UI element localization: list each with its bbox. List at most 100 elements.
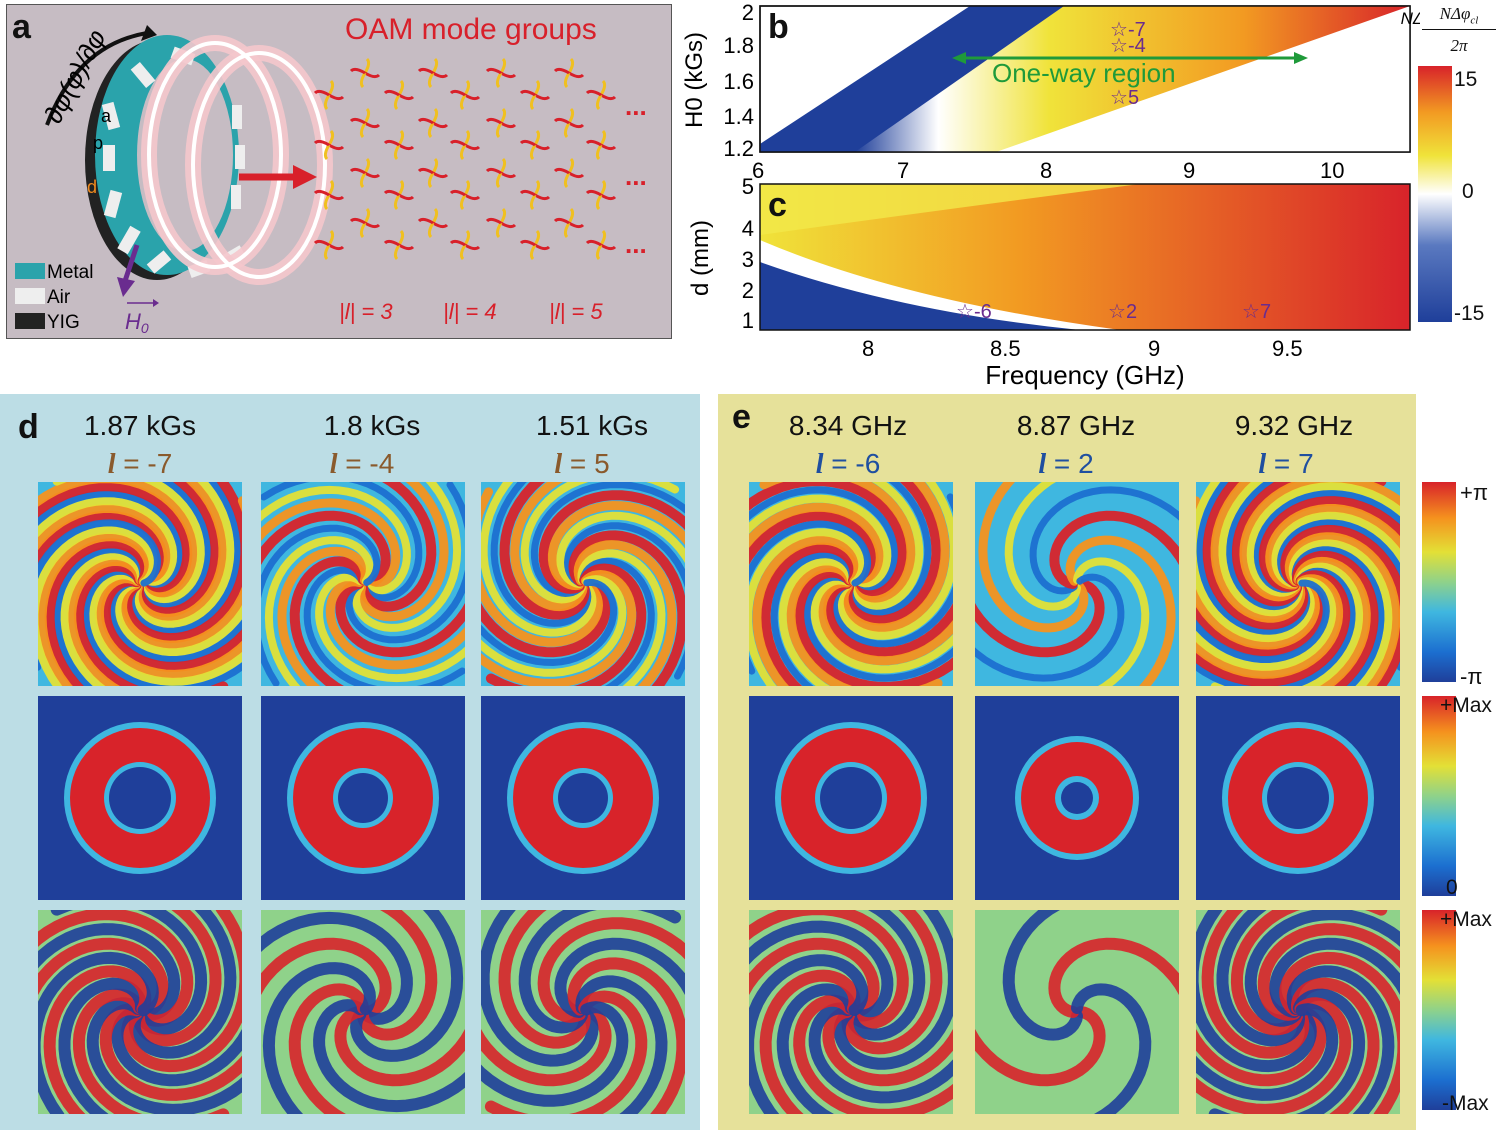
amplitude-map xyxy=(749,696,953,900)
pinwheel-icon xyxy=(383,79,415,111)
svg-text:8.5: 8.5 xyxy=(990,336,1021,361)
pinwheel-icon xyxy=(417,57,449,89)
legend-swatch-air xyxy=(15,288,45,304)
amplitude-map xyxy=(261,696,465,900)
pinwheel-icon xyxy=(449,229,481,261)
pinwheel-icon xyxy=(313,129,345,161)
svg-text:1.2: 1.2 xyxy=(723,136,754,161)
phase-map xyxy=(481,482,685,686)
ellipsis-row-2: ... xyxy=(625,161,647,191)
panel-d-label: d xyxy=(18,408,39,446)
panels-bc: One-way region ☆-7 ☆-4 ☆5 6 7 8 9 10 1.2… xyxy=(681,0,1420,390)
pinwheel-icon xyxy=(383,179,415,211)
schematic: ∂φ(φ)/∂φ a p d H0 Metal Air YIG OAM mode… xyxy=(15,13,647,336)
oam-title: OAM mode groups xyxy=(345,13,597,46)
cb-real-bot: -Max xyxy=(1442,1092,1489,1115)
pinwheel-icon xyxy=(313,229,345,261)
oam-mode-icons xyxy=(313,57,617,261)
cb-amp-top: +Max xyxy=(1440,694,1492,717)
panel-c-label: c xyxy=(768,186,787,224)
band-blue-c xyxy=(760,262,1080,330)
h0-arrow xyxy=(122,244,140,282)
pinwheel-icon xyxy=(485,207,517,239)
star-b-3: ☆5 xyxy=(1110,87,1139,109)
cb-bc-mid: 0 xyxy=(1462,180,1474,203)
real-map xyxy=(1196,910,1400,1114)
pinwheel-icon xyxy=(417,107,449,139)
band-blank xyxy=(996,6,1410,152)
pinwheel-icon xyxy=(553,157,585,189)
e-col1-l: l = -6 xyxy=(815,448,881,480)
colorbar-amplitude xyxy=(1422,696,1456,896)
dim-a: a xyxy=(101,106,112,126)
colorbar-title-num: NΔφcl xyxy=(1401,9,1420,31)
ellipsis-row-3: ... xyxy=(625,229,647,259)
svg-text:9.5: 9.5 xyxy=(1272,336,1303,361)
pinwheel-icon xyxy=(349,107,381,139)
svg-text:1.6: 1.6 xyxy=(723,69,754,94)
pinwheel-icon xyxy=(585,129,617,161)
legend-swatch-metal xyxy=(15,263,45,279)
cb-phase-bot: -π xyxy=(1460,664,1483,689)
legend-metal: Metal xyxy=(47,262,93,283)
legend-swatch-yig xyxy=(15,313,45,329)
panel-b-label: b xyxy=(768,8,789,46)
pinwheel-icon xyxy=(449,179,481,211)
legend-air: Air xyxy=(47,287,71,308)
cb-bc-top: 15 xyxy=(1454,68,1478,91)
colorbar-bc: NΔφcl xyxy=(1401,9,1420,31)
svg-text:4: 4 xyxy=(742,216,754,241)
pinwheel-icon xyxy=(417,157,449,189)
group-l5: |l| = 5 xyxy=(549,299,603,324)
panel-a-label: a xyxy=(12,8,31,46)
cb-real-top: +Max xyxy=(1440,908,1492,931)
svg-text:2: 2 xyxy=(742,0,754,25)
pinwheel-icon xyxy=(449,129,481,161)
svg-text:8: 8 xyxy=(1040,158,1052,183)
colorbar-real xyxy=(1422,910,1456,1110)
legend-yig: YIG xyxy=(47,312,80,333)
svg-text:7: 7 xyxy=(897,158,909,183)
pinwheel-icon xyxy=(553,57,585,89)
d-col2-l: l = -4 xyxy=(329,448,395,480)
svg-text:9: 9 xyxy=(1148,336,1160,361)
h0-label: H0 xyxy=(125,309,149,336)
group-l4: |l| = 4 xyxy=(443,299,497,324)
pinwheel-icon xyxy=(519,179,551,211)
panel-a: ∂φ(φ)/∂φ a p d H0 Metal Air YIG OAM mode… xyxy=(6,4,672,339)
star-b-2: ☆-4 xyxy=(1110,35,1146,57)
phase-map xyxy=(1196,482,1400,686)
pinwheel-icon xyxy=(349,207,381,239)
real-map xyxy=(481,910,685,1114)
svg-text:8: 8 xyxy=(862,336,874,361)
dim-p: p xyxy=(93,133,103,153)
pinwheel-icon xyxy=(585,229,617,261)
e-col1-freq: 8.34 GHz xyxy=(788,410,908,441)
star-c-1: ☆-6 xyxy=(956,301,992,323)
panel-c-plot: ☆-6 ☆2 ☆7 8 8.5 9 9.5 1 2 3 4 5 d (mm) F… xyxy=(687,174,1411,390)
oneway-label: One-way region xyxy=(992,58,1176,88)
d-col3-l: l = 5 xyxy=(554,448,610,480)
ellipsis-row-1: ... xyxy=(625,91,647,121)
pinwheel-icon xyxy=(417,207,449,239)
panel-c-xticks: 8 8.5 9 9.5 xyxy=(862,336,1303,361)
star-c-3: ☆7 xyxy=(1242,301,1271,323)
panel-b-yticks: 1.2 1.4 1.6 1.8 2 xyxy=(723,0,754,161)
pinwheel-icon xyxy=(553,107,585,139)
pinwheel-icon xyxy=(383,129,415,161)
panel-b-ylabel: H0 (kGs) xyxy=(681,32,708,128)
pinwheel-icon xyxy=(553,207,585,239)
pinwheel-icon xyxy=(519,129,551,161)
amplitude-map xyxy=(481,696,685,900)
phase-map xyxy=(975,482,1179,686)
svg-text:3: 3 xyxy=(742,247,754,272)
e-col2-freq: 8.87 GHz xyxy=(1016,410,1136,441)
panel-b-xticks: 6 7 8 9 10 xyxy=(752,158,1344,183)
d-col1-l: l = -7 xyxy=(107,448,173,480)
e-col3-freq: 9.32 GHz xyxy=(1234,410,1354,441)
phase-map xyxy=(38,482,242,686)
pinwheel-icon xyxy=(349,57,381,89)
panel-c-yticks: 1 2 3 4 5 xyxy=(742,174,754,333)
panel-c-ylabel: d (mm) xyxy=(687,220,714,296)
pinwheel-icon xyxy=(313,179,345,211)
